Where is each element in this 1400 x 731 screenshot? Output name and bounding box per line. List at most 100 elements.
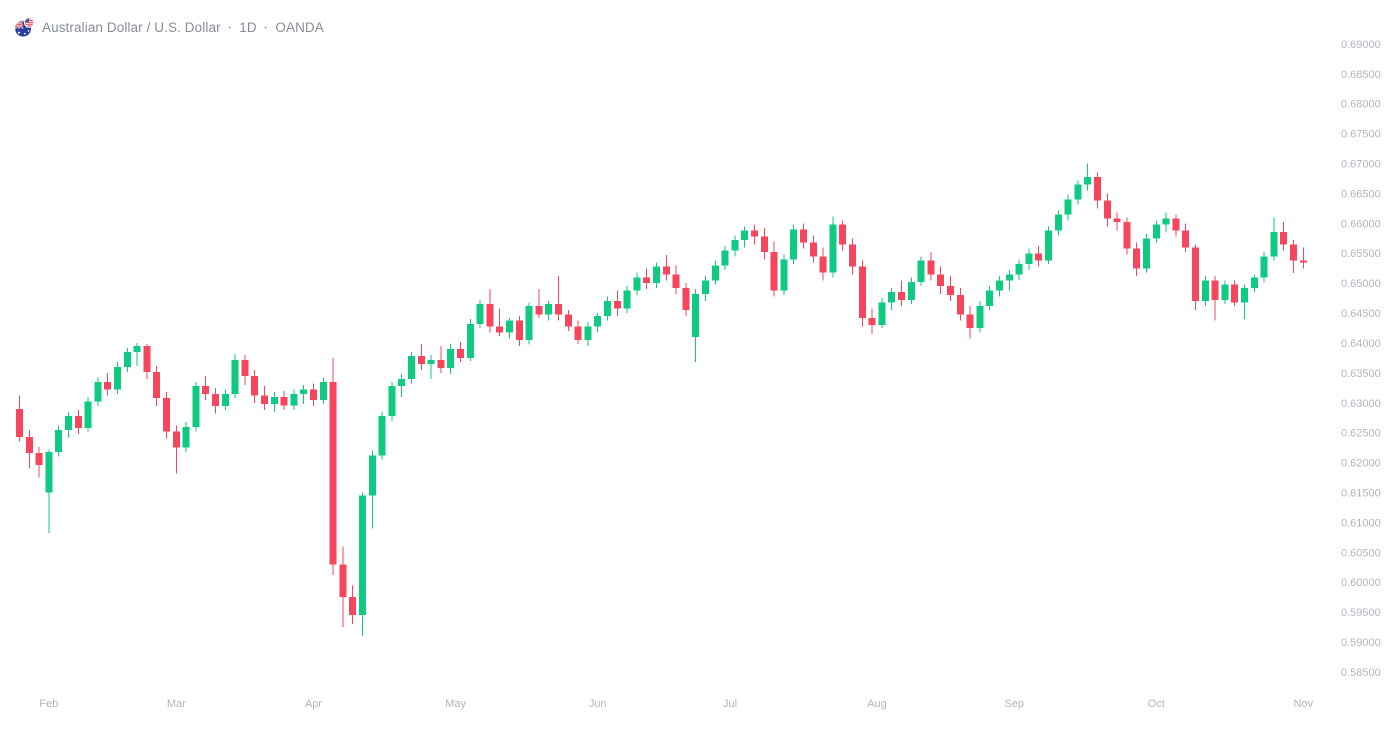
candle <box>672 265 680 295</box>
candle <box>1015 259 1023 281</box>
price-axis[interactable]: 0.69000 0.68500 0.68000 0.67500 0.67000 0.665… <box>1341 39 1381 679</box>
x-axis-month-label: Jul <box>723 698 737 710</box>
candle <box>643 268 651 290</box>
candle <box>898 280 905 306</box>
candle <box>182 422 190 452</box>
y-axis-price-label: 0.59000 <box>1341 637 1381 649</box>
y-axis-price-label: 0.66500 <box>1341 188 1381 200</box>
candle <box>731 235 739 257</box>
candle <box>212 387 219 414</box>
interval-label[interactable]: 1D <box>239 19 257 35</box>
candle <box>633 272 641 296</box>
candle <box>1192 244 1199 311</box>
candle <box>917 256 925 287</box>
candle <box>65 411 72 438</box>
x-axis-month-label: Jun <box>589 698 607 710</box>
candle <box>770 241 778 297</box>
candle <box>976 301 984 333</box>
candle <box>545 301 553 321</box>
candle <box>123 347 131 372</box>
candle <box>1113 212 1121 231</box>
candle <box>760 228 768 260</box>
candle <box>35 447 43 478</box>
legend-separator: · <box>263 19 269 35</box>
candle <box>388 381 396 421</box>
candle <box>319 377 327 405</box>
candle <box>800 223 807 249</box>
y-axis-price-label: 0.67500 <box>1341 129 1381 141</box>
candle <box>692 289 700 363</box>
candle <box>251 369 259 403</box>
candle <box>1250 274 1258 293</box>
candle <box>221 389 229 411</box>
candle <box>868 308 876 335</box>
candle <box>927 252 935 281</box>
candle <box>45 449 53 534</box>
candle <box>1064 194 1072 221</box>
candle <box>966 305 974 339</box>
candle <box>1201 276 1209 306</box>
y-axis-price-label: 0.64000 <box>1341 338 1381 350</box>
x-axis-month-label: Feb <box>39 698 58 710</box>
candle <box>1182 223 1190 253</box>
candle <box>437 346 445 373</box>
candle <box>574 320 582 345</box>
candle <box>466 319 474 361</box>
y-axis-price-label: 0.62500 <box>1341 428 1381 440</box>
candle <box>143 344 151 379</box>
candle <box>94 377 102 406</box>
x-axis-month-label: May <box>445 698 466 710</box>
y-axis-price-label: 0.68000 <box>1341 99 1381 111</box>
candle <box>270 392 278 412</box>
candle <box>457 341 464 363</box>
candle <box>819 247 827 281</box>
candle <box>1152 220 1160 243</box>
candle <box>427 355 435 379</box>
y-axis-price-label: 0.60500 <box>1341 547 1381 559</box>
candle <box>515 316 523 347</box>
y-axis-price-label: 0.68500 <box>1341 69 1381 81</box>
candle <box>682 283 690 317</box>
candle <box>114 362 121 394</box>
x-axis-month-label: Oct <box>1148 698 1165 710</box>
candle <box>1103 193 1111 227</box>
candle <box>1280 222 1288 251</box>
candle <box>809 235 817 263</box>
candle <box>594 313 602 333</box>
candle <box>1035 246 1043 267</box>
candle <box>172 425 180 474</box>
x-axis-month-label: Nov <box>1294 698 1314 710</box>
candle <box>1084 163 1092 191</box>
candle <box>1231 280 1239 306</box>
candle <box>25 429 33 469</box>
y-axis-price-label: 0.63000 <box>1341 398 1381 410</box>
candle <box>790 224 798 265</box>
candle <box>163 392 170 439</box>
candle <box>1290 240 1297 274</box>
candle <box>1025 248 1033 271</box>
candle <box>339 546 347 628</box>
candle <box>937 266 945 294</box>
symbol-title[interactable]: Australian Dollar / U.S. Dollar <box>42 19 221 35</box>
y-axis-price-label: 0.67000 <box>1341 158 1381 170</box>
y-axis-price-label: 0.58500 <box>1341 667 1381 679</box>
exchange-label[interactable]: OANDA <box>275 19 324 35</box>
candle <box>525 302 533 345</box>
candle <box>1074 180 1082 205</box>
candle <box>74 410 82 434</box>
candle <box>1133 242 1141 277</box>
chart-legend[interactable]: Australian Dollar / U.S. Dollar · 1D · O… <box>14 17 324 38</box>
candle <box>1123 217 1131 255</box>
candle <box>1241 284 1248 320</box>
x-axis-month-label: Apr <box>305 698 322 710</box>
candle <box>1162 212 1170 233</box>
candle <box>496 308 504 336</box>
candle <box>359 492 366 637</box>
time-axis[interactable]: Feb Mar Apr May Jun Jul Aug Sep Oct Nov <box>39 698 1313 710</box>
candle <box>202 375 210 400</box>
candle <box>839 220 847 251</box>
candle <box>986 286 994 311</box>
candle <box>1270 217 1278 261</box>
